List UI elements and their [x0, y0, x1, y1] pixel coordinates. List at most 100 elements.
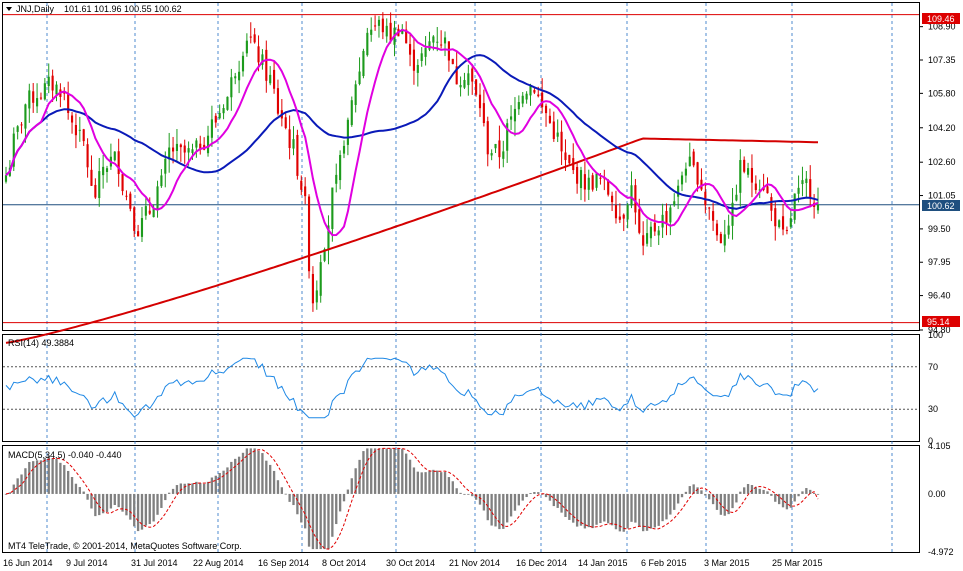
- price-tick-label: 96.40: [928, 291, 951, 301]
- candle-body: [723, 234, 726, 246]
- candle-body: [36, 98, 39, 107]
- candle-body: [645, 233, 649, 244]
- candle-body: [269, 74, 272, 84]
- macd-bar: [43, 458, 47, 494]
- candle-body: [152, 208, 155, 218]
- candle-body: [692, 151, 695, 166]
- macd-bar: [486, 493, 489, 521]
- macd-bar: [206, 481, 210, 494]
- macd-bar: [599, 493, 602, 524]
- macd-bar: [801, 491, 804, 494]
- macd-bar: [568, 493, 571, 520]
- candle-body: [436, 41, 439, 43]
- macd-bar: [90, 493, 93, 509]
- candle-body: [121, 174, 124, 192]
- macd-bar: [362, 451, 365, 494]
- candle-body: [459, 85, 462, 88]
- candle-body: [696, 162, 699, 185]
- candle-body: [28, 90, 31, 109]
- symbol-label: JNJ,Daily: [16, 4, 55, 14]
- rsi-panel-frame: [2, 334, 920, 442]
- candle-body: [292, 139, 295, 149]
- macd-bar: [797, 493, 800, 497]
- macd-bar: [292, 493, 295, 506]
- macd-bar: [451, 481, 454, 494]
- macd-bar: [323, 493, 326, 550]
- candle-body: [463, 80, 466, 88]
- candle-body: [544, 105, 548, 114]
- candle-body: [587, 177, 590, 190]
- rsi-panel: [3, 357, 919, 419]
- macd-bar: [20, 474, 23, 494]
- macd-bar: [117, 493, 120, 508]
- candle-body: [276, 88, 280, 114]
- candle-body: [98, 171, 101, 198]
- macd-bar: [711, 493, 715, 505]
- candle-body: [579, 170, 583, 189]
- dropdown-triangle-icon[interactable]: [6, 7, 12, 11]
- level-top-label: 109.46: [927, 14, 955, 24]
- macd-bar: [614, 493, 618, 530]
- candle-body: [199, 143, 202, 150]
- date-label: 21 Nov 2014: [449, 558, 500, 568]
- candle-body: [537, 94, 540, 97]
- macd-tick-label: 0.00: [928, 489, 946, 499]
- macd-bar: [397, 448, 400, 494]
- macd-bar: [342, 493, 346, 502]
- macd-bar: [513, 493, 517, 511]
- candle-body: [24, 104, 27, 129]
- candle-body: [370, 29, 373, 35]
- macd-bar: [214, 475, 217, 494]
- macd-bar: [272, 470, 276, 494]
- candle-body: [4, 175, 8, 182]
- macd-bar: [377, 448, 381, 494]
- macd-bar: [743, 487, 746, 494]
- date-label: 6 Feb 2015: [641, 558, 687, 568]
- ma-fast-line: [5, 28, 819, 237]
- macd-bar: [187, 483, 190, 494]
- candle-body: [67, 94, 70, 113]
- macd-bar: [24, 468, 27, 494]
- macd-bar: [133, 493, 136, 527]
- macd-bar: [506, 493, 509, 523]
- macd-panel: [4, 447, 820, 550]
- macd-bar: [630, 493, 633, 522]
- candle-body: [249, 36, 252, 38]
- macd-bar: [443, 472, 447, 494]
- candle-body: [273, 69, 276, 89]
- macd-bar: [230, 461, 233, 494]
- main-panel-frame: [2, 2, 920, 331]
- candle-body: [253, 34, 256, 43]
- candle-body: [669, 207, 672, 223]
- macd-bar: [750, 485, 754, 494]
- macd-bar: [607, 493, 610, 524]
- macd-bar: [680, 493, 684, 498]
- candle-body: [502, 151, 505, 159]
- candle-body: [533, 90, 536, 93]
- macd-bar: [389, 448, 392, 494]
- price-axis: 108.90 107.35 105.80 104.20 102.60 101.05 99.5…: [919, 22, 956, 335]
- macd-bar: [420, 472, 423, 494]
- macd-bar: [74, 483, 78, 494]
- macd-bar: [311, 493, 315, 550]
- macd-bar: [327, 493, 330, 550]
- candle-body: [183, 145, 186, 153]
- candle-body: [816, 204, 820, 211]
- macd-bar: [467, 493, 470, 495]
- macd-bar: [809, 489, 812, 494]
- rsi-tick-label: 30: [928, 404, 938, 414]
- macd-bar: [781, 493, 785, 508]
- candle-body: [241, 55, 245, 72]
- candle-body: [401, 28, 404, 34]
- candle-body: [358, 71, 361, 85]
- candle-body: [257, 46, 260, 63]
- macd-bar: [777, 493, 781, 505]
- candle-body: [350, 100, 353, 126]
- macd-bar: [498, 493, 501, 530]
- symbol-header[interactable]: JNJ,Daily 101.61 101.96 100.55 100.62: [6, 4, 182, 14]
- macd-bar: [338, 493, 342, 512]
- candle-body: [47, 76, 50, 87]
- macd-bar: [226, 467, 229, 494]
- macd-bar: [812, 493, 816, 494]
